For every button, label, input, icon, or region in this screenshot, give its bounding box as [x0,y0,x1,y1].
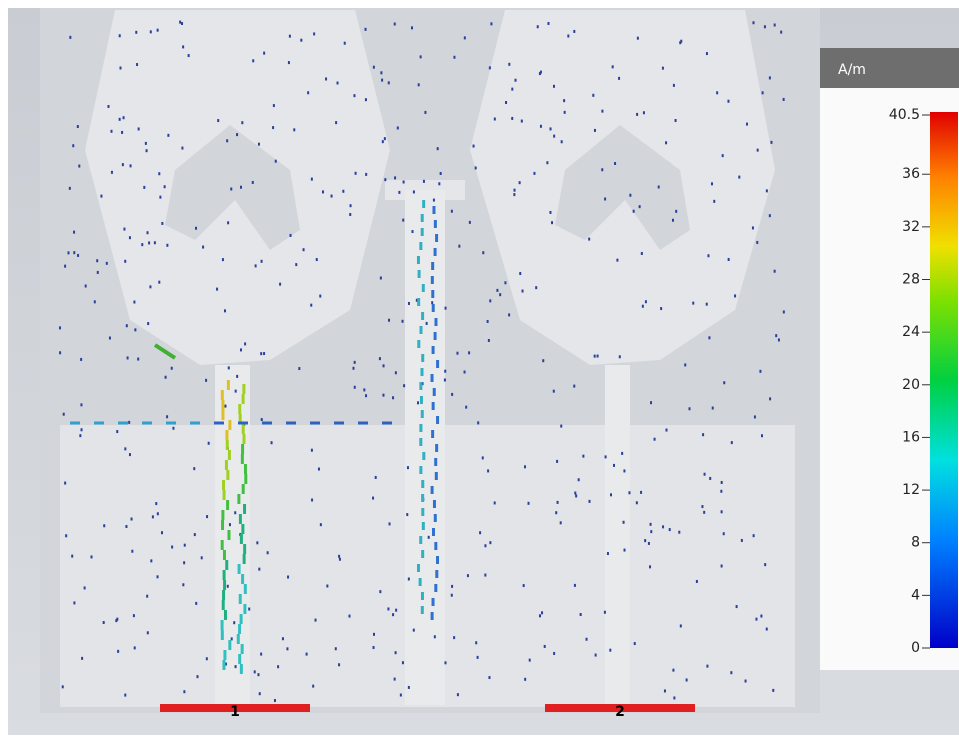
tick-label: 12 [902,482,920,498]
simulation-view: 1 2 A/m 0 4 8 12 16 20 24 28 32 36 40.5 [0,0,959,735]
page: 1 2 A/m 0481216202428323640.5 (() => { c… [0,0,959,735]
tick-label: 8 [911,535,920,551]
tick-label: 40.5 [889,107,920,123]
tick-label: 4 [911,587,920,603]
feed-1 [215,365,250,705]
tick-label: 36 [902,166,920,182]
tick-label: 28 [902,272,920,288]
tick-label: 32 [902,219,920,235]
center-strip [405,190,445,705]
colorbar [930,112,958,648]
feed-2 [605,365,630,705]
port-label: 1 [230,704,240,720]
tick-label: 0 [911,640,920,656]
tick-label: 20 [902,377,920,393]
tick-label: 24 [902,324,920,340]
legend-unit: A/m [838,62,866,78]
tick-label: 16 [902,429,920,445]
port-label: 2 [615,704,625,720]
